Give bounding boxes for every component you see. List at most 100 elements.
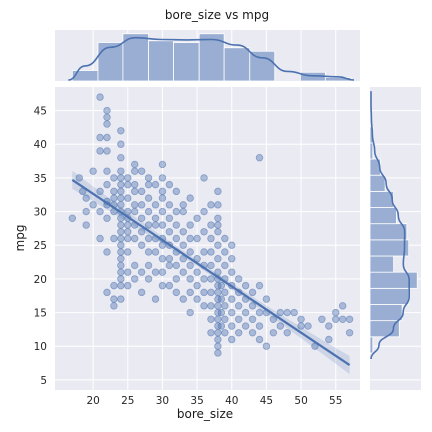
scatter-point xyxy=(200,302,208,310)
scatter-point xyxy=(103,147,111,155)
scatter-point xyxy=(117,268,125,276)
scatter-point xyxy=(131,201,139,209)
scatter-point xyxy=(186,221,194,229)
scatter-point xyxy=(117,261,125,270)
scatter-point xyxy=(117,234,125,243)
scatter-point xyxy=(117,187,125,196)
scatter-point xyxy=(117,228,125,236)
scatter-point xyxy=(117,248,125,256)
scatter-point xyxy=(234,302,243,310)
x-tick-label: 55 xyxy=(329,395,342,407)
scatter-point xyxy=(117,221,125,229)
scatter-point xyxy=(124,194,132,202)
scatter-point xyxy=(124,228,132,236)
scatter-point xyxy=(103,214,111,222)
scatter-point xyxy=(345,315,354,323)
scatter-point xyxy=(283,308,291,317)
scatter-point xyxy=(193,295,201,303)
scatter-point xyxy=(144,174,153,182)
scatter-point xyxy=(241,281,250,290)
scatter-point xyxy=(96,147,104,155)
scatter-point xyxy=(207,248,215,256)
scatter-point xyxy=(144,261,153,270)
scatter-point xyxy=(96,187,104,196)
y-tick-label: 20 xyxy=(34,274,47,286)
scatter-point xyxy=(172,275,181,283)
scatter-point xyxy=(214,349,222,357)
scatter-point xyxy=(144,275,153,283)
scatter-point xyxy=(217,281,226,290)
scatter-point xyxy=(131,167,139,175)
scatter-point xyxy=(124,180,132,189)
scatter-point xyxy=(214,214,222,222)
scatter-point xyxy=(228,255,236,263)
scatter-point xyxy=(103,167,111,175)
scatter-point xyxy=(165,281,174,290)
scatter-point xyxy=(255,335,264,344)
scatter-point xyxy=(193,281,201,290)
scatter-point xyxy=(214,315,222,323)
scatter-point xyxy=(172,221,181,229)
scatter-point xyxy=(137,187,146,196)
scatter-point xyxy=(110,302,118,310)
scatter-point xyxy=(221,234,229,243)
scatter-point xyxy=(186,275,194,283)
scatter-point xyxy=(276,322,284,330)
scatter-point xyxy=(117,127,125,135)
scatter-point xyxy=(217,295,226,303)
scatter-point xyxy=(200,207,208,216)
scatter-point xyxy=(214,221,222,229)
scatter-point xyxy=(214,335,222,344)
scatter-point xyxy=(165,214,174,222)
y-hist-bar xyxy=(369,287,410,305)
scatter-point xyxy=(103,120,111,128)
scatter-point xyxy=(103,133,111,142)
scatter-point xyxy=(214,255,222,263)
scatter-point xyxy=(228,308,236,317)
scatter-point xyxy=(248,315,257,323)
y-tick-label: 5 xyxy=(40,375,47,387)
scatter-point xyxy=(214,228,222,236)
scatter-point xyxy=(179,295,187,303)
scatter-point xyxy=(179,201,187,209)
scatter-point xyxy=(158,281,167,290)
scatter-point xyxy=(137,167,146,175)
scatter-point xyxy=(186,288,194,297)
scatter-point xyxy=(207,221,215,229)
scatter-point xyxy=(214,241,222,249)
y-tick-label: 30 xyxy=(34,207,47,219)
scatter-point xyxy=(214,201,222,209)
y-hist-bar xyxy=(369,271,418,289)
scatter-point xyxy=(255,308,264,317)
scatter-point xyxy=(110,187,118,196)
scatter-point xyxy=(165,261,174,270)
scatter-point xyxy=(186,194,194,202)
scatter-point xyxy=(214,288,222,297)
scatter-point xyxy=(172,261,181,270)
scatter-point xyxy=(214,302,222,310)
scatter-point xyxy=(144,180,153,189)
x-hist-bar xyxy=(223,47,251,82)
scatter-point xyxy=(172,187,181,196)
scatter-point xyxy=(151,180,160,189)
scatter-point xyxy=(117,174,125,182)
scatter-point xyxy=(241,308,250,317)
scatter-point xyxy=(172,207,181,216)
scatter-point xyxy=(207,329,215,337)
scatter-point xyxy=(151,268,160,276)
scatter-point xyxy=(179,255,187,263)
scatter-point xyxy=(110,281,118,290)
scatter-point xyxy=(144,207,153,216)
scatter-point xyxy=(144,194,153,202)
scatter-point xyxy=(137,288,146,297)
y-marginal-histogram xyxy=(369,87,421,390)
scatter-point xyxy=(158,174,167,182)
scatter-point xyxy=(103,180,111,189)
x-tick-label: 30 xyxy=(156,395,169,407)
scatter-point xyxy=(186,261,194,270)
x-hist-bar xyxy=(148,40,174,82)
scatter-point xyxy=(200,228,208,236)
scatter-point xyxy=(117,241,125,249)
scatter-point xyxy=(221,261,229,270)
